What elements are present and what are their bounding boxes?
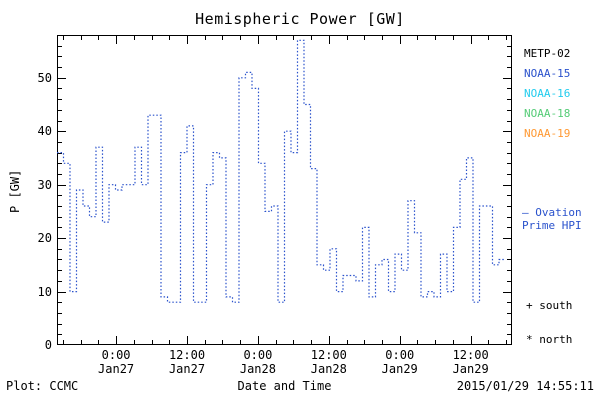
x-tick-date: Jan27	[168, 362, 206, 376]
satellite-legend: METP-02 NOAA-15 NOAA-16 NOAA-18 NOAA-19	[524, 44, 570, 144]
x-tick-time: 0:00	[101, 348, 131, 362]
x-tick-time: 0:00	[243, 348, 273, 362]
legend-south-marker: + south	[526, 299, 573, 312]
x-tick-time: 0:00	[385, 348, 415, 362]
timestamp: 2015/01/29 14:55:11	[456, 379, 594, 393]
legend-item-noaa-15: NOAA-15	[524, 67, 571, 80]
chart-canvas	[57, 35, 512, 346]
legend-ovation-line1: — Ovation	[522, 206, 582, 219]
y-tick-label: 30	[37, 177, 52, 192]
x-tick-time: 12:00	[452, 348, 489, 362]
x-tick-date: Jan29	[452, 362, 489, 376]
y-tick-label: 50	[37, 70, 52, 85]
x-tick-label: 0:00 Jan29	[365, 348, 435, 376]
legend-item-noaa-19: NOAA-19	[524, 127, 571, 140]
x-tick-label: 0:00 Jan27	[81, 348, 151, 376]
legend-ovation-line2: Prime HPI	[522, 219, 582, 232]
y-axis-label: P [GW]	[8, 169, 22, 213]
x-tick-date: Jan28	[310, 362, 347, 376]
x-tick-label: 12:00 Jan27	[152, 348, 222, 376]
legend-north-marker: * north	[526, 333, 573, 346]
legend-item-noaa-16: NOAA-16	[524, 87, 571, 100]
x-tick-time: 12:00	[168, 348, 206, 362]
legend-ovation: — Ovation Prime HPI	[522, 206, 582, 232]
y-tick-label: 0	[44, 338, 52, 352]
y-tick-label: 40	[37, 124, 52, 139]
plot-border	[57, 35, 512, 345]
x-tick-label: 12:00 Jan29	[436, 348, 506, 376]
plot-credit: Plot: CCMC	[6, 379, 79, 393]
y-tick-label: 10	[37, 284, 52, 299]
x-tick-time: 12:00	[310, 348, 347, 362]
chart-title: Hemispheric Power [GW]	[195, 10, 405, 28]
x-tick-label: 12:00 Jan28	[294, 348, 364, 376]
legend-item-noaa-18: NOAA-18	[524, 107, 571, 120]
legend-item-metp-02: METP-02	[524, 47, 571, 60]
x-tick-date: Jan27	[98, 362, 135, 376]
x-tick-date: Jan29	[381, 362, 418, 376]
x-tick-date: Jan28	[239, 362, 276, 376]
x-axis-label: Date and Time	[237, 379, 332, 393]
plot-area	[57, 35, 512, 346]
hpi-step-line	[57, 39, 506, 303]
y-tick-label: 20	[37, 231, 52, 246]
x-tick-label: 0:00 Jan28	[223, 348, 293, 376]
